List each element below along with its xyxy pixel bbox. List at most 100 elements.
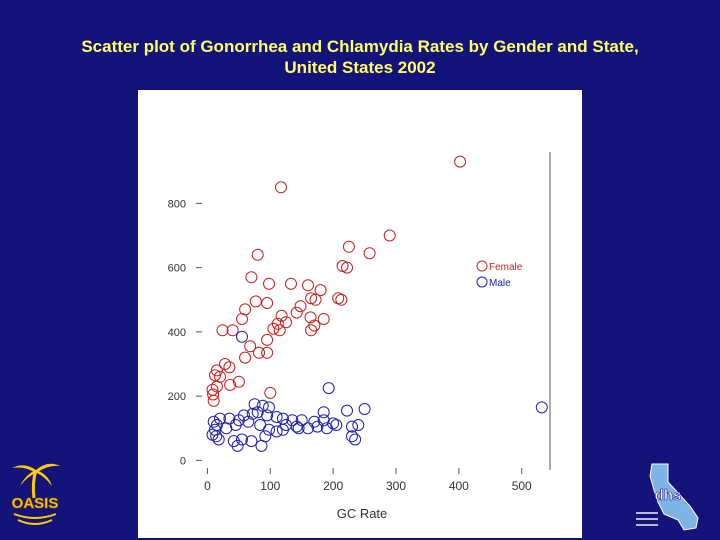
data-point-female	[224, 378, 237, 391]
data-point-female	[314, 284, 327, 297]
data-point-male	[292, 422, 305, 435]
data-point-male	[270, 425, 283, 438]
y-tick-label: 800	[168, 198, 186, 210]
data-point-male	[286, 414, 299, 427]
data-point-male	[214, 412, 226, 425]
slide-title: Scatter plot of Gonorrhea and Chlamydia …	[0, 36, 720, 78]
x-tick-label: 100	[260, 479, 280, 493]
data-point-female	[454, 155, 467, 168]
scatter-chart: 0 200 400 600 800 0 100 200 300 400 500 GC Rate Fema…	[168, 152, 551, 521]
x-tick-label: 200	[323, 479, 343, 493]
data-point-male	[212, 433, 225, 446]
y-tick-label: 400	[168, 327, 186, 339]
slide-title-line1: Scatter plot of Gonorrhea and Chlamydia …	[81, 37, 639, 56]
data-point-male	[261, 409, 274, 422]
legend-label: Female	[489, 262, 523, 273]
x-tick-label: 400	[449, 479, 469, 493]
data-point-female	[244, 340, 257, 353]
data-point-female	[249, 295, 262, 308]
data-point-male	[290, 420, 303, 433]
data-point-male	[236, 433, 248, 446]
data-point-female	[232, 375, 245, 388]
data-point-female	[285, 277, 297, 290]
data-point-male	[210, 430, 223, 443]
data-point-male	[341, 404, 353, 417]
data-point-female	[207, 394, 220, 407]
data-point-female	[239, 351, 252, 364]
data-point-male	[270, 411, 283, 423]
data-point-male	[231, 439, 244, 452]
data-point-female	[280, 316, 292, 329]
data-point-male	[276, 423, 289, 436]
data-point-female	[223, 361, 236, 374]
data-point-male	[248, 398, 261, 411]
data-point-female	[332, 292, 345, 305]
dhs-logo: dhs	[636, 463, 699, 531]
legend-label: Male	[489, 278, 511, 289]
data-point-female	[275, 309, 288, 322]
data-point-male	[263, 401, 275, 414]
data-point-male	[311, 420, 324, 433]
legend-marker	[476, 260, 488, 272]
data-point-female	[342, 240, 355, 253]
data-point-female	[261, 346, 274, 359]
oasis-logo-text: OASIS	[12, 495, 59, 512]
data-point-male	[352, 419, 365, 431]
data-point-female	[273, 324, 286, 337]
data-point-female	[261, 333, 274, 346]
x-tick-label: 0	[204, 479, 211, 493]
dhs-logo-text: dhs	[655, 487, 682, 504]
data-point-male	[302, 422, 314, 435]
data-point-female	[275, 181, 287, 194]
y-tick-label: 600	[168, 263, 186, 275]
data-point-male	[227, 435, 240, 448]
data-point-male	[245, 435, 258, 448]
data-point-female	[216, 324, 229, 337]
california-map-icon	[649, 463, 699, 531]
data-point-male	[220, 422, 233, 435]
data-point-female	[341, 261, 353, 274]
slide-title-line2: United States 2002	[284, 58, 436, 77]
data-point-male	[535, 401, 548, 414]
data-point-female	[253, 346, 265, 359]
data-point-male	[349, 433, 362, 446]
x-tick-label: 500	[512, 479, 532, 493]
data-point-male	[255, 439, 268, 452]
legend-marker	[476, 276, 488, 288]
data-point-female	[263, 277, 275, 290]
data-point-female	[207, 388, 220, 401]
data-point-female	[245, 271, 258, 284]
oasis-logo: OASIS	[11, 463, 60, 525]
data-point-female	[309, 293, 322, 306]
data-point-female	[305, 324, 318, 337]
data-point-male	[236, 330, 248, 343]
data-point-female	[335, 293, 348, 306]
data-point-female	[383, 229, 396, 242]
plot-panel: 0 200 400 600 800 0 100 200 300 400 500 GC Rate Fema…	[138, 90, 582, 538]
data-point-male	[346, 420, 358, 433]
data-point-female	[210, 380, 223, 393]
data-point-female	[304, 311, 317, 324]
data-point-male	[322, 382, 335, 395]
data-point-female	[226, 324, 239, 337]
data-point-female	[290, 306, 303, 319]
data-point-female	[302, 279, 314, 292]
x-tick-label: 300	[386, 479, 406, 493]
data-point-male	[320, 422, 333, 435]
data-point-male	[346, 430, 358, 443]
data-point-female	[264, 386, 277, 399]
data-point-female	[267, 322, 280, 335]
data-point-male	[317, 406, 330, 419]
data-point-female	[236, 313, 248, 325]
x-axis-label: GC Rate	[337, 506, 388, 521]
data-point-female	[209, 369, 221, 382]
data-point-male	[254, 419, 267, 431]
data-point-male	[207, 415, 220, 428]
data-point-female	[261, 297, 274, 309]
data-point-female	[294, 300, 307, 313]
data-point-female	[210, 364, 223, 377]
data-point-male	[358, 403, 371, 415]
data-point-female	[317, 313, 330, 325]
palm-tree-icon	[12, 463, 60, 499]
y-tick-label: 200	[168, 391, 186, 403]
